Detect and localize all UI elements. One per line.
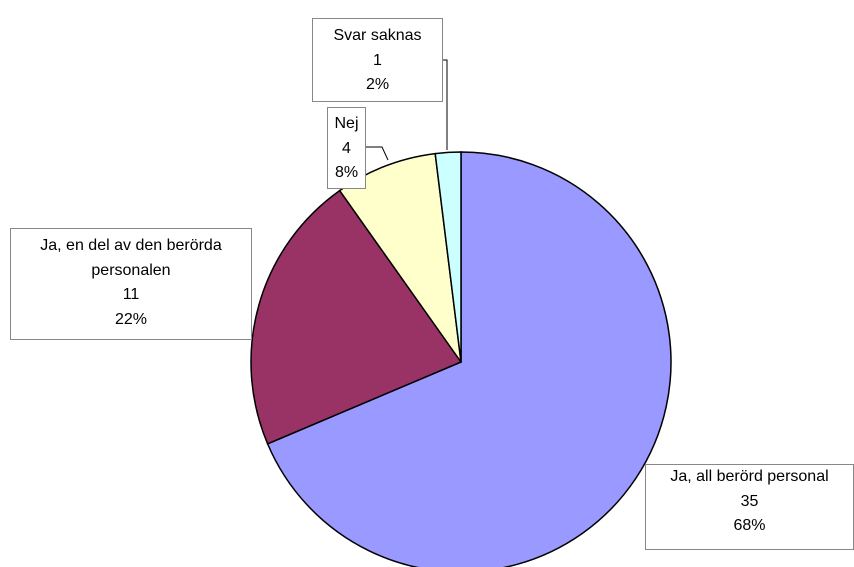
label-value: 4 (342, 139, 351, 157)
label-name: Svar saknas (333, 27, 422, 44)
slices (250, 151, 672, 567)
data-label: Nej 4 8% (327, 107, 366, 189)
label-percent: 68% (733, 517, 766, 534)
label-name: Nej (334, 115, 359, 132)
label-percent: 22% (114, 310, 148, 328)
leader-line (365, 146, 389, 161)
data-label: Svar saknas 1 2% (312, 18, 443, 102)
label-name: Ja, all berörd personal (670, 468, 829, 485)
pie-slice (338, 152, 462, 363)
label-value: 11 (122, 286, 140, 303)
label-value: 1 (373, 51, 382, 69)
pie-slice (266, 151, 672, 567)
leader-line (442, 59, 448, 150)
data-label: Ja, en del av den berörda personalen 11 … (10, 228, 252, 340)
pie-slice (250, 189, 463, 445)
data-label: Ja, all berörd personal 35 68% (645, 464, 854, 550)
label-percent: 8% (334, 164, 359, 181)
label-value: 35 (740, 492, 759, 510)
label-name: Ja, en del av den berörda personalen (40, 237, 222, 279)
label-percent: 2% (365, 76, 390, 93)
pie-slice (434, 151, 462, 363)
